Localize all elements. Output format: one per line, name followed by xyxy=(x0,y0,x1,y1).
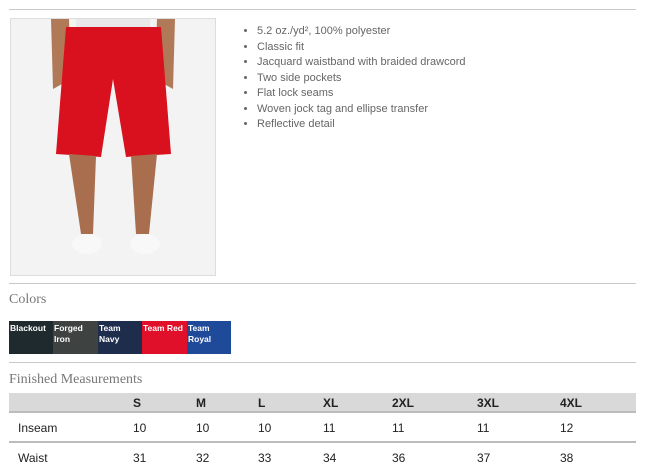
product-image xyxy=(10,18,216,276)
measurements-heading: Finished Measurements xyxy=(9,372,143,387)
table-cell: 38 xyxy=(560,451,574,465)
column-header: 4XL xyxy=(560,396,583,410)
table-row: Inseam 10 10 10 11 11 11 12 xyxy=(9,413,636,442)
swatch-team-navy[interactable]: Team Navy xyxy=(98,321,143,354)
table-cell: 31 xyxy=(133,451,147,465)
divider xyxy=(9,441,636,443)
divider xyxy=(9,362,636,363)
table-cell: 33 xyxy=(258,451,272,465)
column-header: L xyxy=(258,396,266,410)
table-cell: 11 xyxy=(323,421,336,435)
swatch-forged-iron[interactable]: Forged Iron xyxy=(53,321,98,354)
table-cell: 10 xyxy=(196,421,210,435)
row-label: Inseam xyxy=(18,421,58,435)
feature-item: 5.2 oz./yd², 100% polyester xyxy=(257,24,466,40)
table-cell: 10 xyxy=(133,421,147,435)
feature-item: Reflective detail xyxy=(257,117,466,133)
divider xyxy=(9,283,636,284)
table-row: Waist 31 32 33 34 36 37 38 xyxy=(9,443,636,472)
feature-list: 5.2 oz./yd², 100% polyester Classic fit … xyxy=(243,24,466,133)
swatch-team-royal[interactable]: Team Royal xyxy=(187,321,231,354)
column-header: M xyxy=(196,396,206,410)
swatch-team-red[interactable]: Team Red xyxy=(142,321,187,354)
table-cell: 11 xyxy=(477,421,490,435)
swatch-blackout[interactable]: Blackout xyxy=(9,321,54,354)
column-header: S xyxy=(133,396,142,410)
row-label: Waist xyxy=(18,451,48,465)
feature-item: Jacquard waistband with braided drawcord xyxy=(257,55,466,71)
table-header: S M L XL 2XL 3XL 4XL xyxy=(9,393,636,411)
column-header: XL xyxy=(323,396,339,410)
feature-item: Woven jock tag and ellipse transfer xyxy=(257,102,466,118)
feature-item: Two side pockets xyxy=(257,71,466,87)
divider xyxy=(9,411,636,413)
feature-item: Classic fit xyxy=(257,40,466,56)
divider xyxy=(9,9,636,10)
column-header: 3XL xyxy=(477,396,500,410)
table-cell: 11 xyxy=(392,421,405,435)
table-cell: 34 xyxy=(323,451,337,465)
feature-item: Flat lock seams xyxy=(257,86,466,102)
table-cell: 12 xyxy=(560,421,574,435)
table-cell: 10 xyxy=(258,421,272,435)
colors-heading: Colors xyxy=(9,292,47,307)
table-cell: 32 xyxy=(196,451,210,465)
table-cell: 37 xyxy=(477,451,491,465)
column-header: 2XL xyxy=(392,396,415,410)
table-cell: 36 xyxy=(392,451,406,465)
